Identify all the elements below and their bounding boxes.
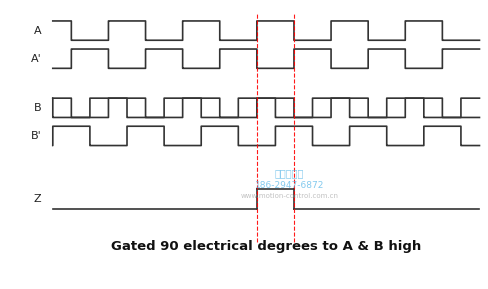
Text: Z: Z — [34, 194, 41, 204]
Text: www.motion-control.com.cn: www.motion-control.com.cn — [240, 193, 338, 199]
Text: Gated 90 electrical degrees to A & B high: Gated 90 electrical degrees to A & B hig… — [111, 240, 420, 253]
Text: B': B' — [30, 131, 41, 141]
Text: 西安德伍拓: 西安德伍拓 — [274, 168, 304, 179]
Text: B: B — [34, 103, 41, 113]
Text: A: A — [34, 26, 41, 36]
Text: 186-2947-6872: 186-2947-6872 — [254, 181, 324, 190]
Text: A': A' — [30, 54, 41, 64]
